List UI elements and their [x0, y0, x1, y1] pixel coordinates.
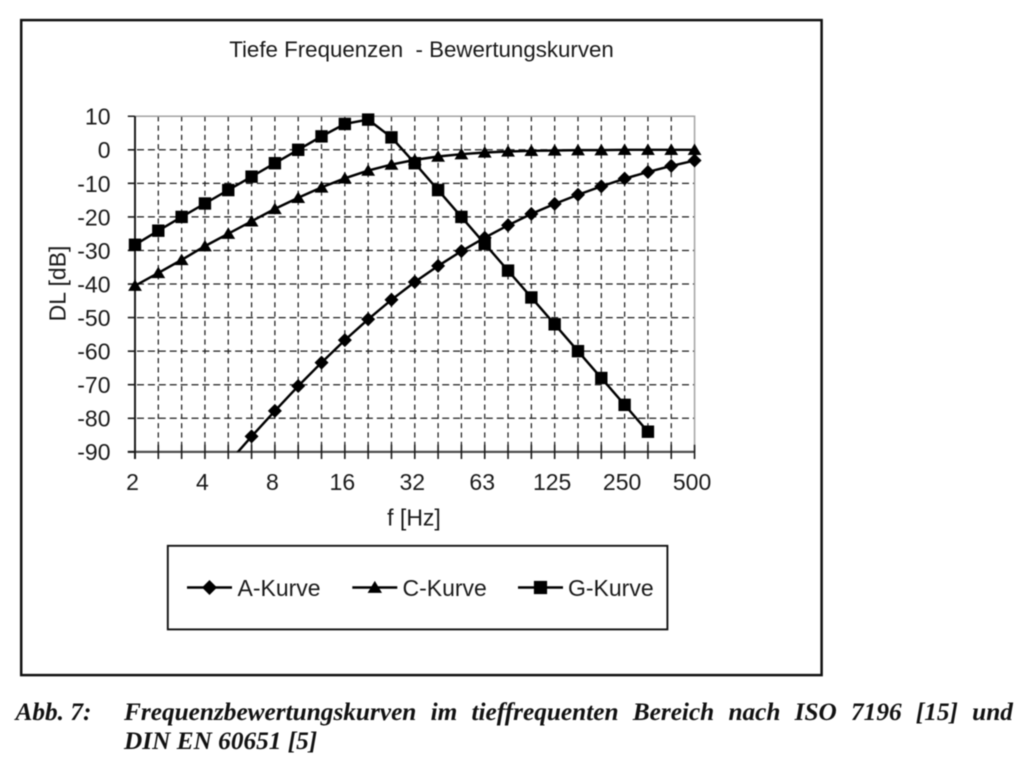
svg-text:-50: -50	[77, 305, 110, 331]
svg-text:32: 32	[399, 469, 425, 495]
svg-text:2: 2	[126, 469, 139, 495]
svg-text:-70: -70	[77, 372, 110, 398]
svg-text:16: 16	[330, 469, 356, 495]
svg-text:10: 10	[85, 104, 111, 130]
svg-text:250: 250	[603, 469, 641, 495]
svg-text:-60: -60	[77, 339, 110, 365]
svg-text:-30: -30	[77, 238, 110, 264]
svg-text:-80: -80	[77, 406, 110, 432]
svg-text:0: 0	[98, 137, 111, 163]
svg-text:-20: -20	[77, 204, 110, 230]
svg-text:-40: -40	[77, 271, 110, 297]
svg-text:DL [dB]: DL [dB]	[44, 246, 70, 322]
svg-text:500: 500	[673, 469, 711, 495]
svg-text:125: 125	[533, 469, 571, 495]
svg-text:C-Kurve: C-Kurve	[403, 575, 487, 601]
svg-text:Tiefe Frequenzen - Bewertungs: Tiefe Frequenzen - Bewertungskurven	[229, 37, 614, 62]
svg-text:-90: -90	[77, 439, 110, 465]
svg-text:A-Kurve: A-Kurve	[238, 575, 321, 601]
svg-text:-10: -10	[77, 171, 110, 197]
svg-text:4: 4	[196, 469, 209, 495]
svg-text:8: 8	[266, 469, 279, 495]
svg-text:f [Hz]: f [Hz]	[387, 505, 441, 531]
svg-text:63: 63	[469, 469, 495, 495]
svg-text:G-Kurve: G-Kurve	[568, 575, 654, 601]
